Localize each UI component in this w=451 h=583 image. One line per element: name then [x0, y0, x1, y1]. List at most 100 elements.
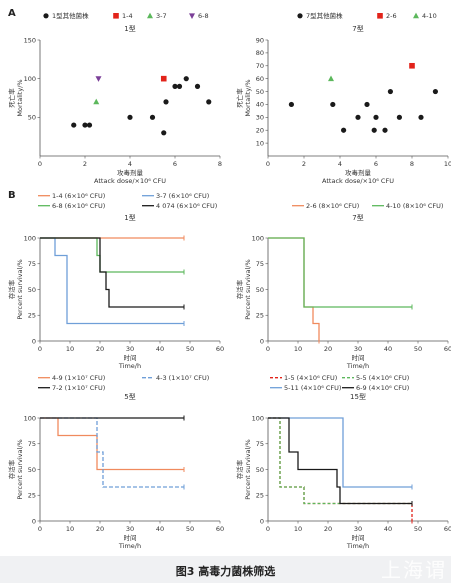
x-tick-label: 6: [173, 160, 177, 168]
y-axis-label: Percent survival/%: [244, 259, 252, 319]
y-tick-label: 20: [256, 127, 264, 135]
x-tick-label: 10: [66, 345, 74, 353]
data-point: [206, 99, 211, 104]
x-tick-label: 0: [38, 160, 42, 168]
x-tick-label: 30: [126, 345, 134, 353]
data-point: [397, 115, 402, 120]
x-tick-label: 60: [216, 525, 224, 533]
x-axis-label-cn: 时间: [352, 533, 365, 542]
y-tick-label: 50: [256, 286, 264, 294]
y-tick-label: 80: [256, 49, 264, 57]
panel-b-label: B: [8, 190, 16, 201]
chart-6: 0 10 20 30 40 50 60025507510015型时间Time/h存活率 Per…: [235, 374, 451, 550]
x-tick-label: 20: [324, 345, 332, 353]
x-tick-label: 10: [444, 160, 451, 168]
y-axis-label: Percent survival/%: [244, 439, 252, 499]
data-point: [364, 102, 369, 107]
legend-marker: [147, 13, 153, 19]
data-point: [373, 115, 378, 120]
survival-line: [268, 238, 319, 341]
legend-marker: [413, 13, 419, 19]
data-point: [150, 115, 155, 120]
x-tick-label: 30: [354, 525, 362, 533]
chart-title: 1型: [124, 24, 135, 33]
data-point: [161, 76, 167, 82]
y-tick-label: 150: [24, 36, 36, 44]
x-tick-label: 4: [338, 160, 342, 168]
x-tick-label: 0: [38, 525, 42, 533]
y-axis-label: Percent survival/%: [16, 259, 24, 319]
x-tick-label: 60: [216, 345, 224, 353]
data-point: [82, 122, 87, 127]
y-tick-label: 100: [24, 414, 36, 422]
x-tick-label: 20: [96, 525, 104, 533]
panel-a-label: A: [8, 8, 16, 19]
survival-line: [40, 238, 184, 323]
legend-label: 2-6: [386, 12, 397, 20]
data-point: [87, 122, 92, 127]
y-tick-label: 90: [256, 36, 264, 44]
y-tick-label: 75: [256, 440, 264, 448]
y-tick-label: 75: [28, 440, 36, 448]
x-tick-label: 30: [354, 345, 362, 353]
data-point: [161, 130, 166, 135]
x-tick-label: 50: [186, 525, 194, 533]
y-tick-label: 60: [256, 75, 264, 83]
x-tick-label: 50: [414, 525, 422, 533]
x-axis-label-cn: 时间: [124, 353, 137, 362]
x-axis-label-cn: 攻毒剂量: [117, 168, 144, 177]
y-tick-label: 0: [260, 337, 264, 345]
legend-label: 4-10: [422, 12, 437, 20]
x-tick-label: 6: [374, 160, 378, 168]
x-axis-label: Attack dose/×10⁶ CFU: [94, 177, 166, 185]
y-tick-label: 40: [256, 101, 264, 109]
y-tick-label: 100: [252, 234, 264, 242]
y-tick-label: 70: [256, 62, 264, 70]
y-tick-label: 100: [252, 414, 264, 422]
y-tick-label: 10: [256, 139, 264, 147]
y-tick-label: 50: [28, 114, 36, 122]
x-tick-label: 40: [156, 345, 164, 353]
y-tick-label: 0: [32, 337, 36, 345]
x-axis-label-cn: 时间: [124, 533, 137, 542]
x-tick-label: 0: [266, 345, 270, 353]
legend-marker: [377, 13, 383, 19]
y-tick-label: 25: [256, 492, 264, 500]
legend-label: 3-7 (6×10⁶ CFU): [156, 192, 209, 200]
data-point: [328, 75, 334, 81]
survival-line: [268, 238, 412, 307]
y-tick-label: 25: [256, 312, 264, 320]
x-tick-label: 60: [444, 345, 451, 353]
x-tick-label: 0: [266, 160, 270, 168]
chart-title: 7型: [352, 24, 363, 33]
data-point: [195, 84, 200, 89]
legend-label: 4-10 (8×10⁶ CFU): [386, 202, 443, 210]
data-point: [330, 102, 335, 107]
data-point: [372, 128, 377, 133]
data-point: [388, 89, 393, 94]
y-tick-label: 25: [28, 312, 36, 320]
data-point: [409, 63, 415, 69]
y-tick-label: 75: [256, 260, 264, 268]
y-tick-label: 50: [256, 88, 264, 96]
legend-label: 5-11 (4×10⁶ CFU): [284, 384, 341, 392]
x-tick-label: 50: [186, 345, 194, 353]
data-point: [355, 115, 360, 120]
y-tick-label: 0: [32, 517, 36, 525]
y-tick-label: 25: [28, 492, 36, 500]
legend-label: 6-9 (4×10⁶ CFU): [356, 384, 409, 392]
x-tick-label: 2: [302, 160, 306, 168]
y-axis-label: Percent survival/%: [16, 439, 24, 499]
data-point: [93, 99, 99, 105]
data-point: [163, 99, 168, 104]
x-tick-label: 2: [83, 160, 87, 168]
data-point: [433, 89, 438, 94]
x-tick-label: 10: [294, 345, 302, 353]
y-axis-label-cn: 存活率: [7, 279, 16, 299]
